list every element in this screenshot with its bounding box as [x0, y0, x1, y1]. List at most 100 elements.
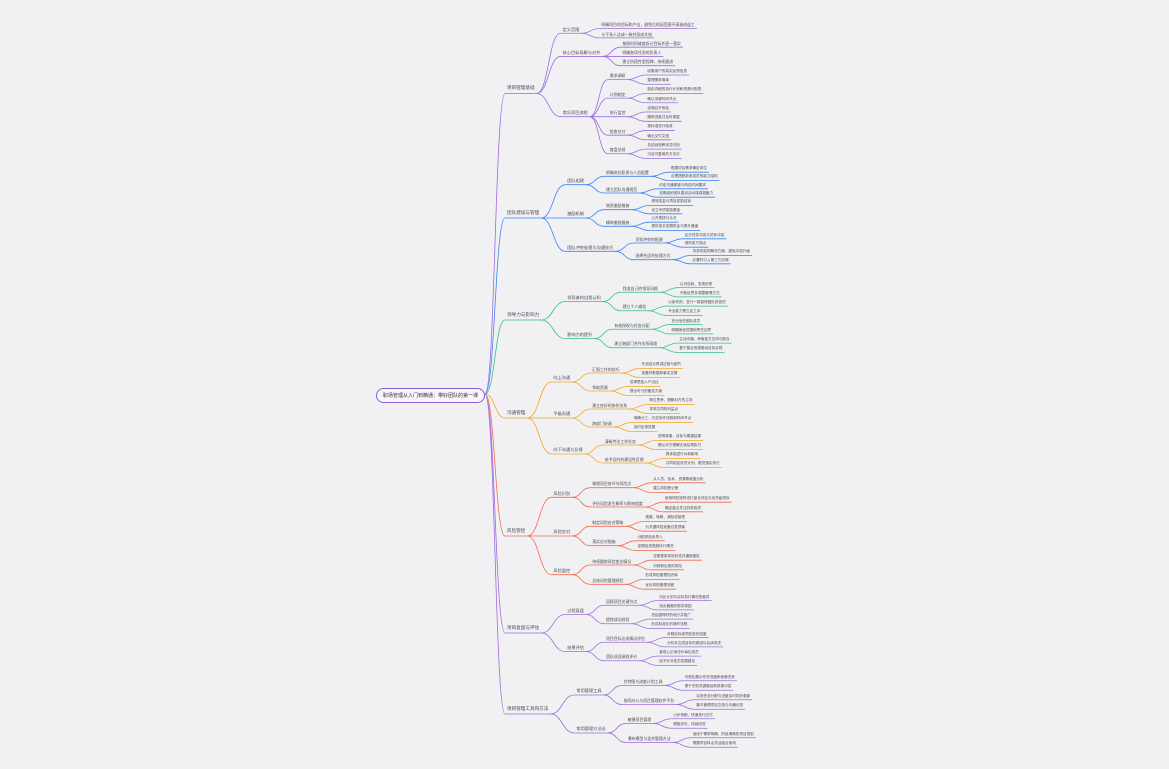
topic-node[interactable]: 影响力的提升: [567, 331, 593, 337]
branch-node[interactable]: 团队建设与管理: [507, 210, 540, 216]
leaf-node[interactable]: 区分任务冲突与关系冲突: [684, 232, 725, 237]
leaf-node[interactable]: 拥抱变化，持续改进: [673, 722, 706, 727]
leaf-node[interactable]: 定期更新风险状态并通报团队: [653, 554, 700, 559]
leaf-node[interactable]: 适用于需求明确、阶段清晰的项目类型: [692, 731, 754, 736]
topic-node[interactable]: 给予及时的建设性反馈: [604, 456, 644, 462]
root-node[interactable]: 职场管理从入门到精通：带好团队的第一课: [376, 388, 486, 403]
leaf-node[interactable]: 沉淀可复用的方法论: [647, 152, 680, 157]
topic-node[interactable]: 清晰传达工作任务: [604, 438, 636, 444]
topic-node[interactable]: 甘特图与进度计划工具: [623, 679, 663, 685]
topic-node[interactable]: 风险应对: [553, 529, 571, 535]
leaf-node[interactable]: 便于识别关键路径和资源冲突: [684, 684, 732, 689]
topic-node[interactable]: 过程复盘: [567, 607, 584, 613]
leaf-node[interactable]: 总结做得好的地方并推广: [651, 613, 691, 618]
leaf-node[interactable]: 建立风险登记册: [653, 486, 679, 491]
leaf-node[interactable]: 识别新出现的风险: [653, 563, 682, 568]
topic-node[interactable]: 识别冲突的根源: [635, 236, 663, 242]
topic-node[interactable]: 瀑布模型与混合管理方法: [627, 736, 671, 742]
leaf-node[interactable]: 说明背景、目标与期望结果: [658, 434, 702, 439]
leaf-node[interactable]: 寻求共同的利益点: [649, 407, 679, 412]
branch-node[interactable]: 沟通管理: [507, 410, 526, 416]
topic-node[interactable]: 项目目标达成情况评估: [606, 635, 645, 641]
topic-node[interactable]: 建立团队沟通规范: [606, 186, 638, 192]
leaf-node[interactable]: 主动沟通，争取各方支持与配合: [679, 337, 730, 342]
leaf-node[interactable]: 形成标准化的操作流程: [651, 622, 688, 627]
leaf-node[interactable]: 确认对方理解无误后再执行: [658, 443, 702, 448]
topic-node[interactable]: 精神激励措施: [606, 219, 630, 225]
topic-node[interactable]: 核心目标拆解与对齐: [562, 49, 601, 55]
leaf-node[interactable]: 必要时引入第三方协调: [692, 257, 729, 262]
topic-node[interactable]: 建立个人威信: [622, 304, 647, 310]
leaf-node[interactable]: 规避、转移、减轻或接受: [645, 515, 685, 520]
leaf-node[interactable]: 根据项目需求确定岗位: [670, 166, 707, 171]
leaf-node[interactable]: 跟踪进度并及时调整: [647, 115, 680, 120]
topic-node[interactable]: 风险识别: [553, 490, 571, 496]
topic-node[interactable]: 领导者的自我认知: [567, 294, 601, 300]
topic-node[interactable]: 验收交付: [609, 128, 626, 134]
topic-node[interactable]: 向下沟通与反馈: [553, 447, 583, 453]
topic-node[interactable]: 常见项目流程: [562, 109, 588, 115]
leaf-node[interactable]: 不断反思并调整管理方式: [679, 290, 720, 295]
leaf-node[interactable]: 讲清楚投入产出比: [629, 380, 659, 385]
leaf-node[interactable]: 明确各项任务的负责人: [622, 50, 662, 56]
topic-node[interactable]: 计划制定: [609, 91, 626, 97]
leaf-node[interactable]: 对比计划与实际执行情况的差异: [659, 594, 710, 599]
leaf-node[interactable]: 以身作则，言行一致赢得团队的信任: [668, 300, 726, 305]
leaf-node[interactable]: 建立阶段性里程碑，持续跟进: [622, 59, 673, 65]
topic-node[interactable]: 风险监控: [553, 567, 571, 573]
leaf-node[interactable]: 客观公正地评价每位成员: [659, 650, 699, 655]
leaf-node[interactable]: 分析未达成目标的原因与后续改进: [667, 640, 721, 645]
topic-node[interactable]: 平级沟通: [553, 411, 571, 417]
leaf-node[interactable]: 分配风险负责人: [637, 534, 663, 539]
topic-node[interactable]: 评估风险发生概率与影响程度: [592, 500, 643, 506]
leaf-node[interactable]: 换位思考，理解对方的立场: [649, 398, 693, 403]
topic-node[interactable]: 结果评估: [567, 644, 584, 650]
topic-node[interactable]: 需求调研: [609, 73, 626, 79]
leaf-node[interactable]: 具体描述行为和影响: [665, 452, 699, 457]
leaf-node[interactable]: 先说结论再讲过程与细节: [641, 362, 682, 367]
branch-node[interactable]: 项目管理工具和方法: [507, 706, 549, 712]
branch-node[interactable]: 项目复盘与评估: [507, 625, 540, 631]
topic-node[interactable]: 复盘总结: [609, 147, 626, 153]
topic-node[interactable]: 提炼成功经验: [606, 617, 630, 623]
leaf-node[interactable]: 准备好数据和事实支撑: [641, 371, 678, 376]
topic-node[interactable]: 团队组建: [567, 177, 584, 183]
leaf-node[interactable]: 确认关键时间节点: [647, 96, 677, 101]
topic-node[interactable]: 常用管理方法论: [576, 726, 606, 732]
leaf-node[interactable]: 绩效奖金与项目奖励挂钩: [651, 199, 691, 204]
topic-node[interactable]: 落实应对措施: [592, 539, 616, 545]
leaf-node[interactable]: 小步快跑，快速迭代交付: [673, 712, 713, 717]
topic-node[interactable]: 执行监控: [609, 110, 626, 116]
leaf-node[interactable]: 根据项目特点灵活组合使用: [692, 741, 736, 746]
leaf-node[interactable]: 从人员、技术、资源等维度分析: [653, 476, 704, 481]
topic-node[interactable]: 有效授权与任务分配: [614, 322, 650, 328]
leaf-node[interactable]: 可视化展示任务进度和依赖关系: [684, 674, 735, 679]
leaf-node[interactable]: 共同制定改进计划，跟进落实执行: [665, 461, 720, 466]
topic-node[interactable]: 团队冲突处理与沟通技巧: [567, 244, 614, 250]
topic-node[interactable]: 物质激励措施: [606, 203, 630, 209]
topic-node[interactable]: 梳理项目各环节风险点: [592, 481, 632, 487]
leaf-node[interactable]: 专业能力是立足之本: [668, 309, 701, 314]
leaf-node[interactable]: 定期组织团队建设活动增强凝聚力: [659, 191, 714, 196]
topic-node[interactable]: 建立良好的协作关系: [592, 402, 628, 408]
leaf-node[interactable]: 认识自我，发现优势: [679, 281, 713, 286]
topic-node[interactable]: 制定风险应对策略: [592, 519, 624, 525]
branch-node[interactable]: 项目管理基础: [507, 86, 535, 92]
leaf-node[interactable]: 集中管理项目文档与沟通记录: [696, 703, 744, 708]
leaf-node[interactable]: 对照目标逐项检查完成度: [667, 631, 707, 636]
topic-node[interactable]: 协同办公与项目管理软件平台: [623, 698, 675, 704]
leaf-node[interactable]: 与干系人达成一致并形成文档: [601, 31, 652, 37]
leaf-node[interactable]: 优化风险管理流程: [645, 583, 675, 588]
topic-node[interactable]: 明确岗位职责与人员配置: [606, 169, 649, 175]
leaf-node[interactable]: 整理需求清单: [647, 78, 669, 83]
leaf-node[interactable]: 明确授权范围和责任边界: [671, 327, 712, 332]
topic-node[interactable]: 敏捷项目管理: [627, 717, 652, 723]
leaf-node[interactable]: 实现任务分配与进度实时同步更新: [696, 693, 751, 698]
leaf-node[interactable]: 定期召开例会: [647, 105, 669, 110]
leaf-node[interactable]: 输出交付文档: [647, 133, 669, 138]
leaf-node[interactable]: 定期检查措施执行情况: [637, 544, 674, 549]
topic-node[interactable]: 跨部门协调: [592, 420, 612, 426]
leaf-node[interactable]: 善于整合资源推动目标实现: [679, 346, 723, 351]
leaf-node[interactable]: 制定详细的执行计划和资源分配表: [647, 87, 702, 92]
topic-node[interactable]: 团队成员绩效评价: [606, 654, 638, 660]
